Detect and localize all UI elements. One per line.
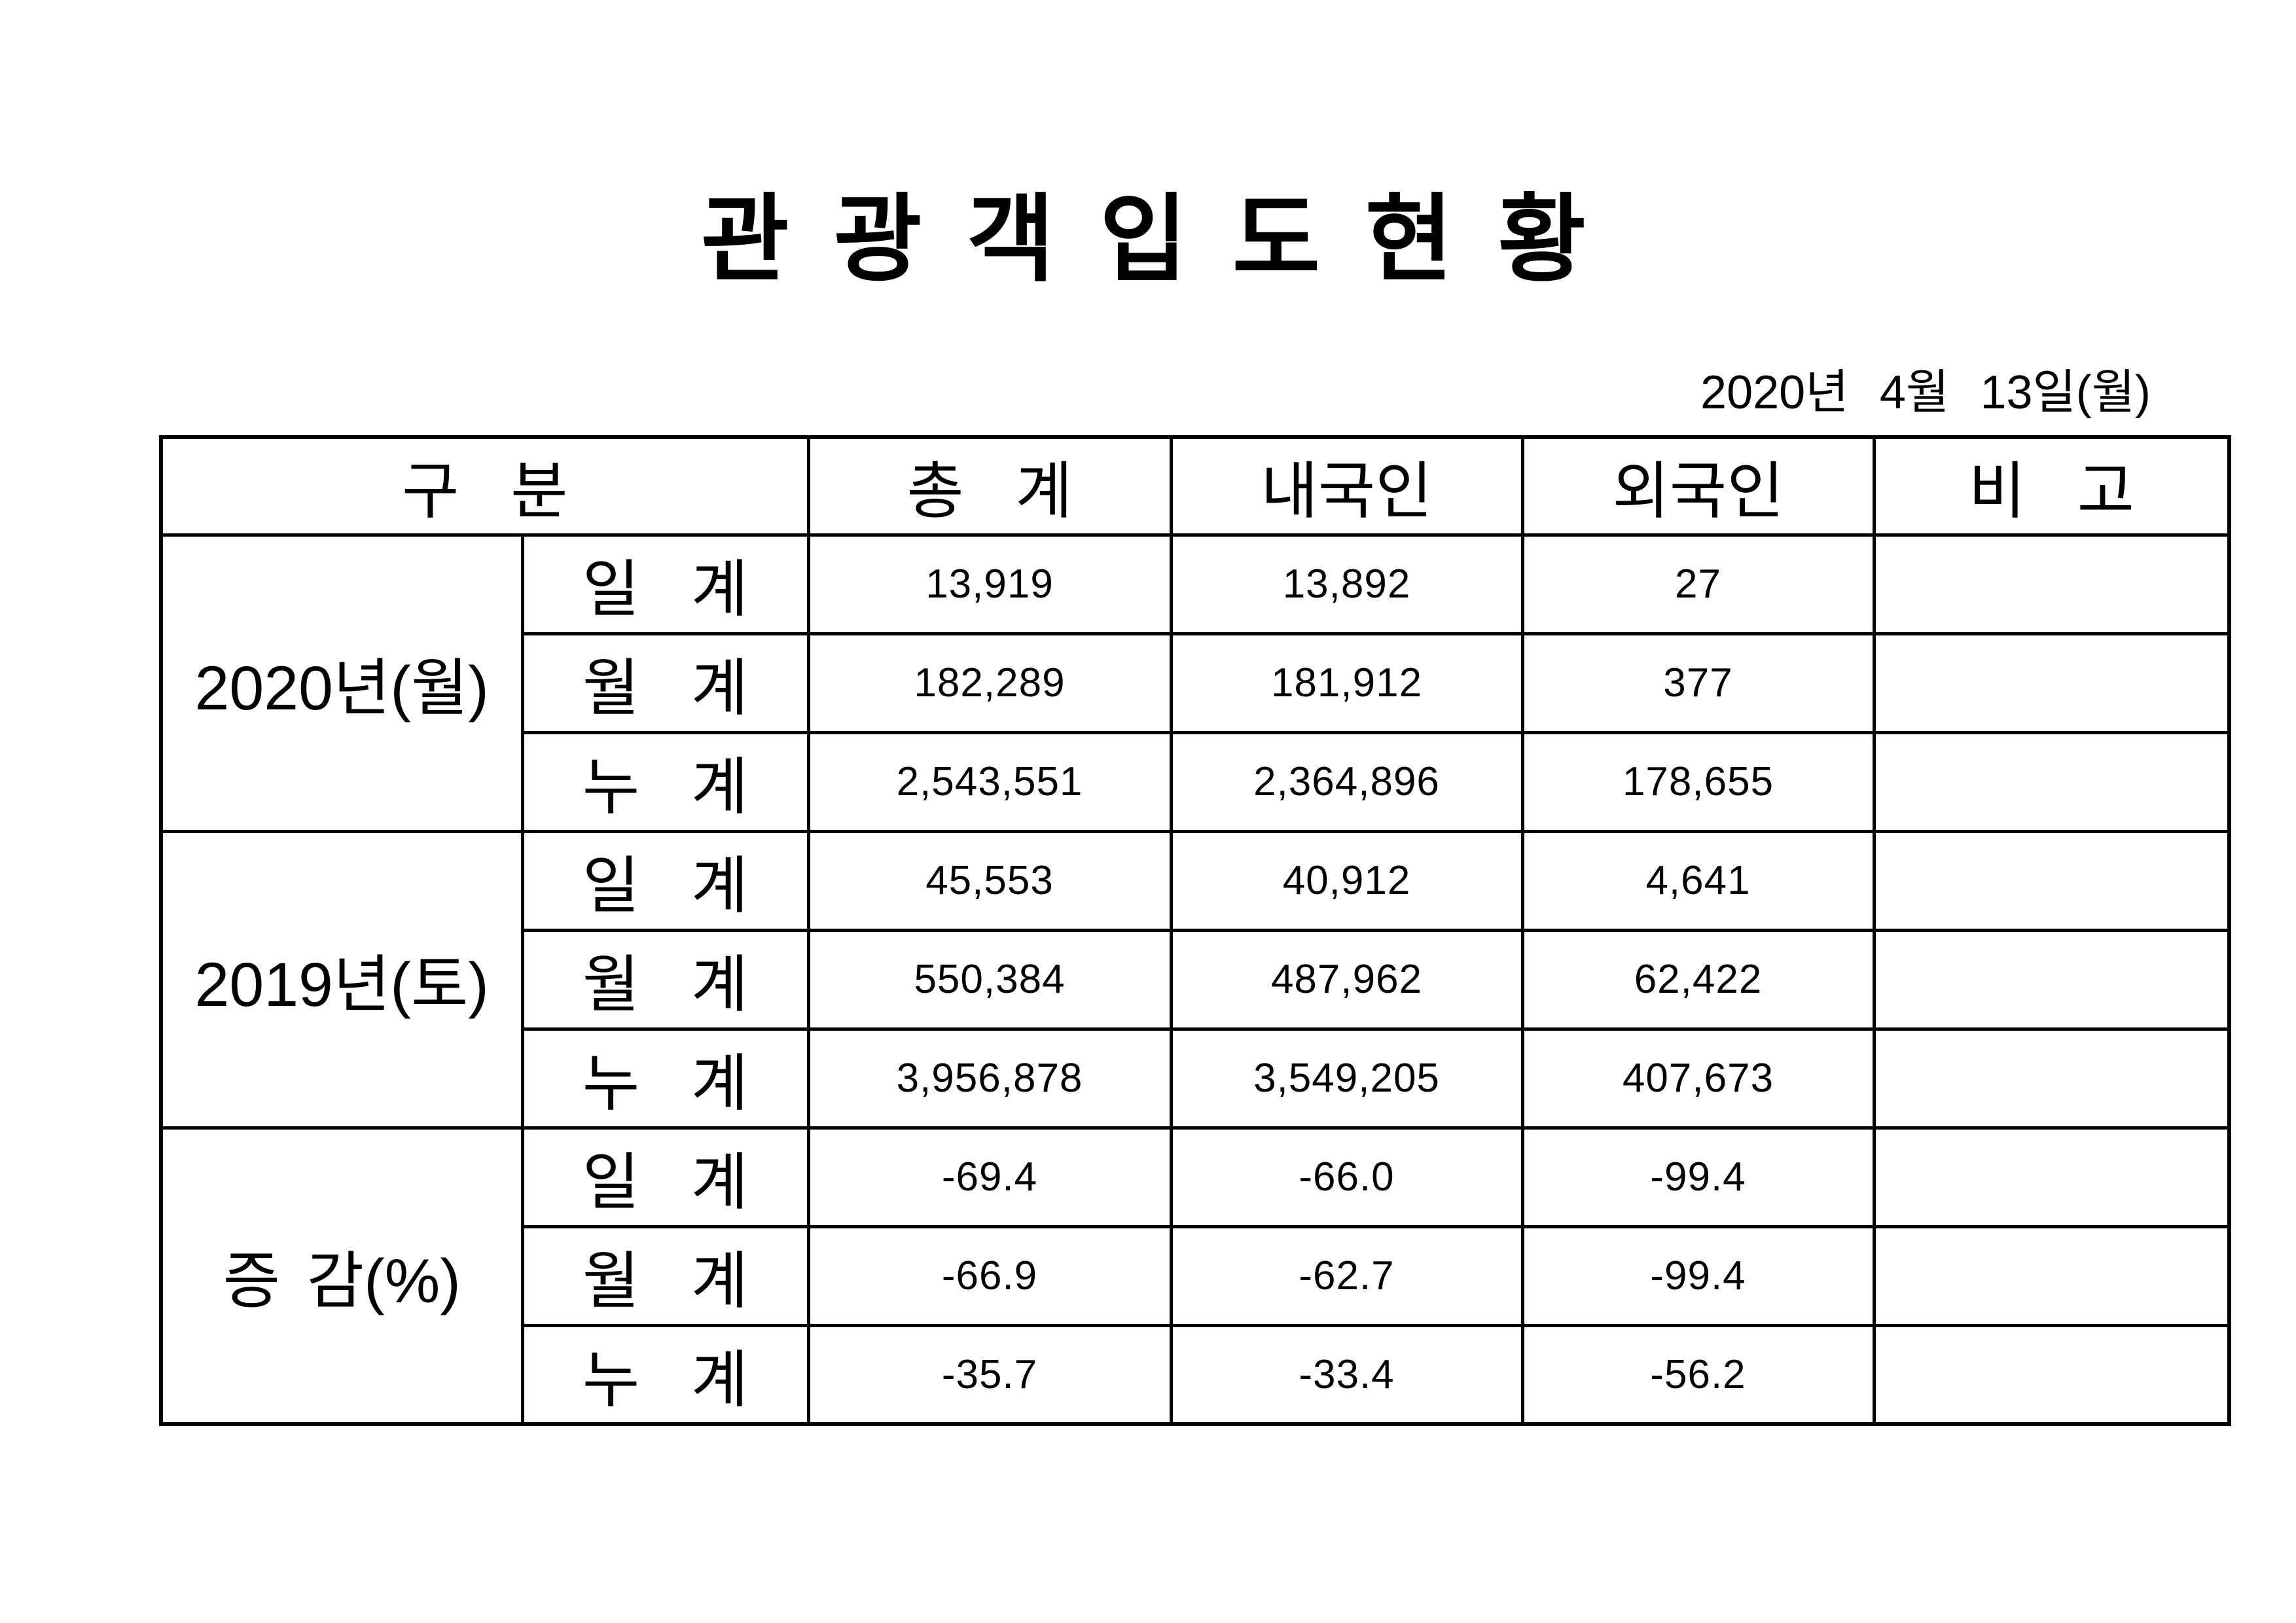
cell-total: 182,289 <box>806 632 1173 734</box>
header-row: 구 분 총 계 내국인 외국인 비 고 <box>159 435 2231 537</box>
cell-note <box>1872 1027 2231 1130</box>
cell-foreign: -99.4 <box>1520 1224 1876 1327</box>
cell-domestic: 181,912 <box>1169 632 1524 734</box>
table-row: 2020년(월) 일 계 13,919 13,892 27 <box>159 533 2231 833</box>
group-label-2019: 2019년(토) <box>159 829 524 1130</box>
cell-total: -35.7 <box>806 1323 1173 1426</box>
group-label-change: 증 감(%) <box>159 1126 524 1426</box>
cell-domestic: 487,962 <box>1169 928 1524 1031</box>
row-label-monthly: 월 계 <box>520 1224 810 1327</box>
table-row: 누 계 2,543,551 2,364,896 178,655 <box>161 730 2231 833</box>
cell-total: -66.9 <box>806 1224 1173 1327</box>
table-row: 누 계 -35.7 -33.4 -56.2 <box>161 1323 2231 1426</box>
cell-foreign: 377 <box>1520 632 1876 734</box>
col-header-note: 비 고 <box>1872 435 2231 537</box>
cell-domestic: -62.7 <box>1169 1224 1524 1327</box>
tourist-arrivals-table: 구 분 총 계 내국인 외국인 비 고 2020년(월) 일 계 13,919 … <box>159 435 2232 1426</box>
cell-foreign: 27 <box>1520 533 1876 635</box>
row-label-monthly: 월 계 <box>520 928 810 1031</box>
table-row: 2019년(토) 일 계 45,553 40,912 4,641 <box>159 829 2231 1130</box>
row-label-cumulative: 누 계 <box>520 730 810 833</box>
col-header-domestic: 내국인 <box>1169 435 1524 537</box>
cell-total: 13,919 <box>806 533 1173 635</box>
row-label-daily: 일 계 <box>520 533 810 635</box>
cell-total: 2,543,551 <box>806 730 1173 833</box>
table-row: 누 계 3,956,878 3,549,205 407,673 <box>161 1027 2231 1130</box>
col-header-total: 총 계 <box>806 435 1173 537</box>
row-label-cumulative: 누 계 <box>520 1027 810 1130</box>
col-header-category: 구 분 <box>159 435 810 537</box>
table-row: 월 계 550,384 487,962 62,422 <box>161 928 2231 1031</box>
table-row: 월 계 -66.9 -62.7 -99.4 <box>161 1224 2231 1327</box>
cell-foreign: 62,422 <box>1520 928 1876 1031</box>
row-label-daily: 일 계 <box>520 829 810 932</box>
cell-note <box>1872 1126 2231 1228</box>
col-header-foreign: 외국인 <box>1520 435 1876 537</box>
row-label-cumulative: 누 계 <box>520 1323 810 1426</box>
cell-domestic: -66.0 <box>1169 1126 1524 1228</box>
cell-domestic: 40,912 <box>1169 829 1524 932</box>
cell-note <box>1872 1224 2231 1327</box>
group-label-2020: 2020년(월) <box>159 533 524 833</box>
page-title: 관 광 객 입 도 현 황 <box>701 186 1595 293</box>
cell-total: 550,384 <box>806 928 1173 1031</box>
cell-note <box>1872 632 2231 734</box>
cell-total: -69.4 <box>806 1126 1173 1228</box>
cell-note <box>1872 730 2231 833</box>
row-label-monthly: 월 계 <box>520 632 810 734</box>
cell-foreign: -56.2 <box>1520 1323 1876 1426</box>
cell-domestic: 13,892 <box>1169 533 1524 635</box>
cell-total: 45,553 <box>806 829 1173 932</box>
report-date: 2020년 4월 13일(월) <box>1700 366 2151 419</box>
cell-total: 3,956,878 <box>806 1027 1173 1130</box>
cell-domestic: -33.4 <box>1169 1323 1524 1426</box>
cell-foreign: 407,673 <box>1520 1027 1876 1130</box>
table-row: 증 감(%) 일 계 -69.4 -66.0 -99.4 <box>159 1126 2231 1426</box>
cell-foreign: -99.4 <box>1520 1126 1876 1228</box>
cell-note <box>1872 829 2231 932</box>
cell-foreign: 4,641 <box>1520 829 1876 932</box>
cell-note <box>1872 1323 2231 1426</box>
cell-note <box>1872 533 2231 635</box>
cell-domestic: 2,364,896 <box>1169 730 1524 833</box>
cell-note <box>1872 928 2231 1031</box>
row-label-daily: 일 계 <box>520 1126 810 1228</box>
cell-foreign: 178,655 <box>1520 730 1876 833</box>
table-row: 월 계 182,289 181,912 377 <box>161 632 2231 734</box>
cell-domestic: 3,549,205 <box>1169 1027 1524 1130</box>
